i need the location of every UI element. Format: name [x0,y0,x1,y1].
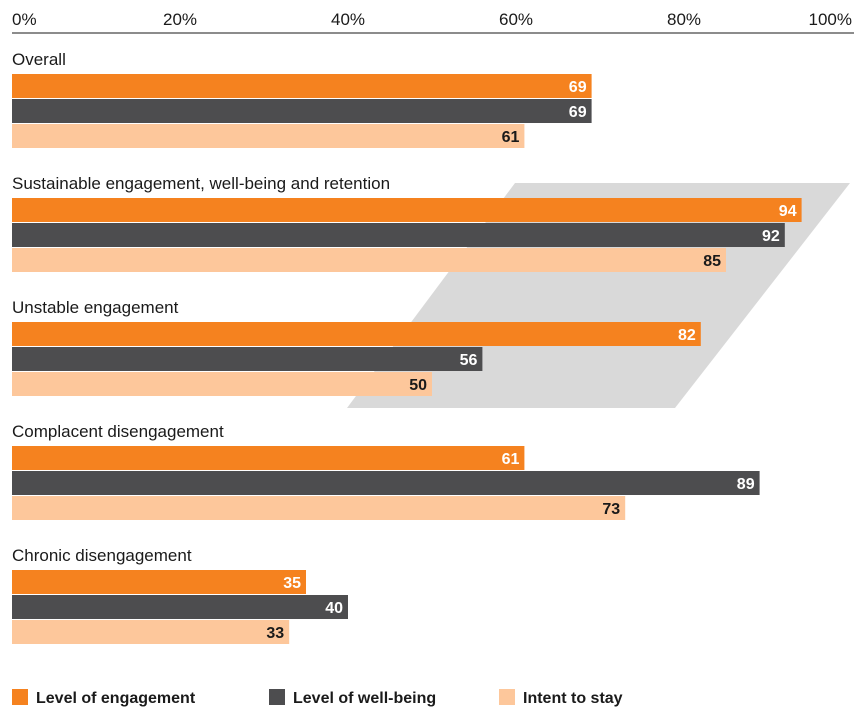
group-label: Sustainable engagement, well-being and r… [12,174,390,193]
bar [12,372,432,396]
x-tick-label: 80% [667,10,701,29]
bar-group: Overall 69 69 61 [12,50,592,148]
bar-value-label: 94 [779,203,797,220]
bar [12,223,785,247]
bar [12,248,726,272]
bar-value-label: 40 [325,600,343,617]
x-axis: 0% 20% 40% 60% 80% 100% [12,10,854,34]
legend-label: Intent to stay [523,690,623,707]
legend-item: Level of well-being [269,689,436,707]
legend-swatch [269,689,285,705]
bar-value-label: 92 [762,228,780,245]
legend-item: Intent to stay [499,689,623,707]
bar [12,347,483,371]
bar-value-label: 69 [569,79,587,96]
x-tick-label: 100% [809,10,852,29]
bar [12,620,290,644]
x-tick-label: 40% [331,10,365,29]
bar [12,198,802,222]
group-label: Unstable engagement [12,298,179,317]
legend-item: Level of engagement [12,689,196,707]
bar [12,471,760,495]
bar [12,446,525,470]
bar-value-label: 89 [737,476,755,493]
bar-value-label: 50 [409,377,427,394]
legend-label: Level of engagement [36,690,196,707]
bar-value-label: 35 [283,575,301,592]
bar-value-label: 73 [602,501,620,518]
x-tick-label: 60% [499,10,533,29]
x-tick-label: 0% [12,10,37,29]
bar [12,124,525,148]
bar [12,99,592,123]
bar [12,322,701,346]
bar-value-label: 61 [502,451,520,468]
bar [12,496,626,520]
legend: Level of engagement Level of well-being In… [12,689,623,707]
group-label: Overall [12,50,66,69]
bar-value-label: 56 [460,352,478,369]
legend-swatch [12,689,28,705]
legend-swatch [499,689,515,705]
bar [12,595,348,619]
bar-group: Chronic disengagement 35 40 33 [12,546,348,644]
bar-value-label: 69 [569,104,587,121]
bar-value-label: 61 [502,129,520,146]
bar-value-label: 85 [703,253,721,270]
bar [12,74,592,98]
bar [12,570,306,594]
bar-group: Unstable engagement 82 56 50 [12,298,701,396]
group-label: Complacent disengagement [12,422,224,441]
bar-groups: Overall 69 69 61 Sustainable engagement, wel… [12,50,802,644]
bar-value-label: 33 [266,625,284,642]
bar-group: Sustainable engagement, well-being and r… [12,174,802,272]
bar-group: Complacent disengagement 61 89 73 [12,422,760,520]
legend-label: Level of well-being [293,690,436,707]
x-tick-label: 20% [163,10,197,29]
group-label: Chronic disengagement [12,546,192,565]
bar-value-label: 82 [678,327,696,344]
